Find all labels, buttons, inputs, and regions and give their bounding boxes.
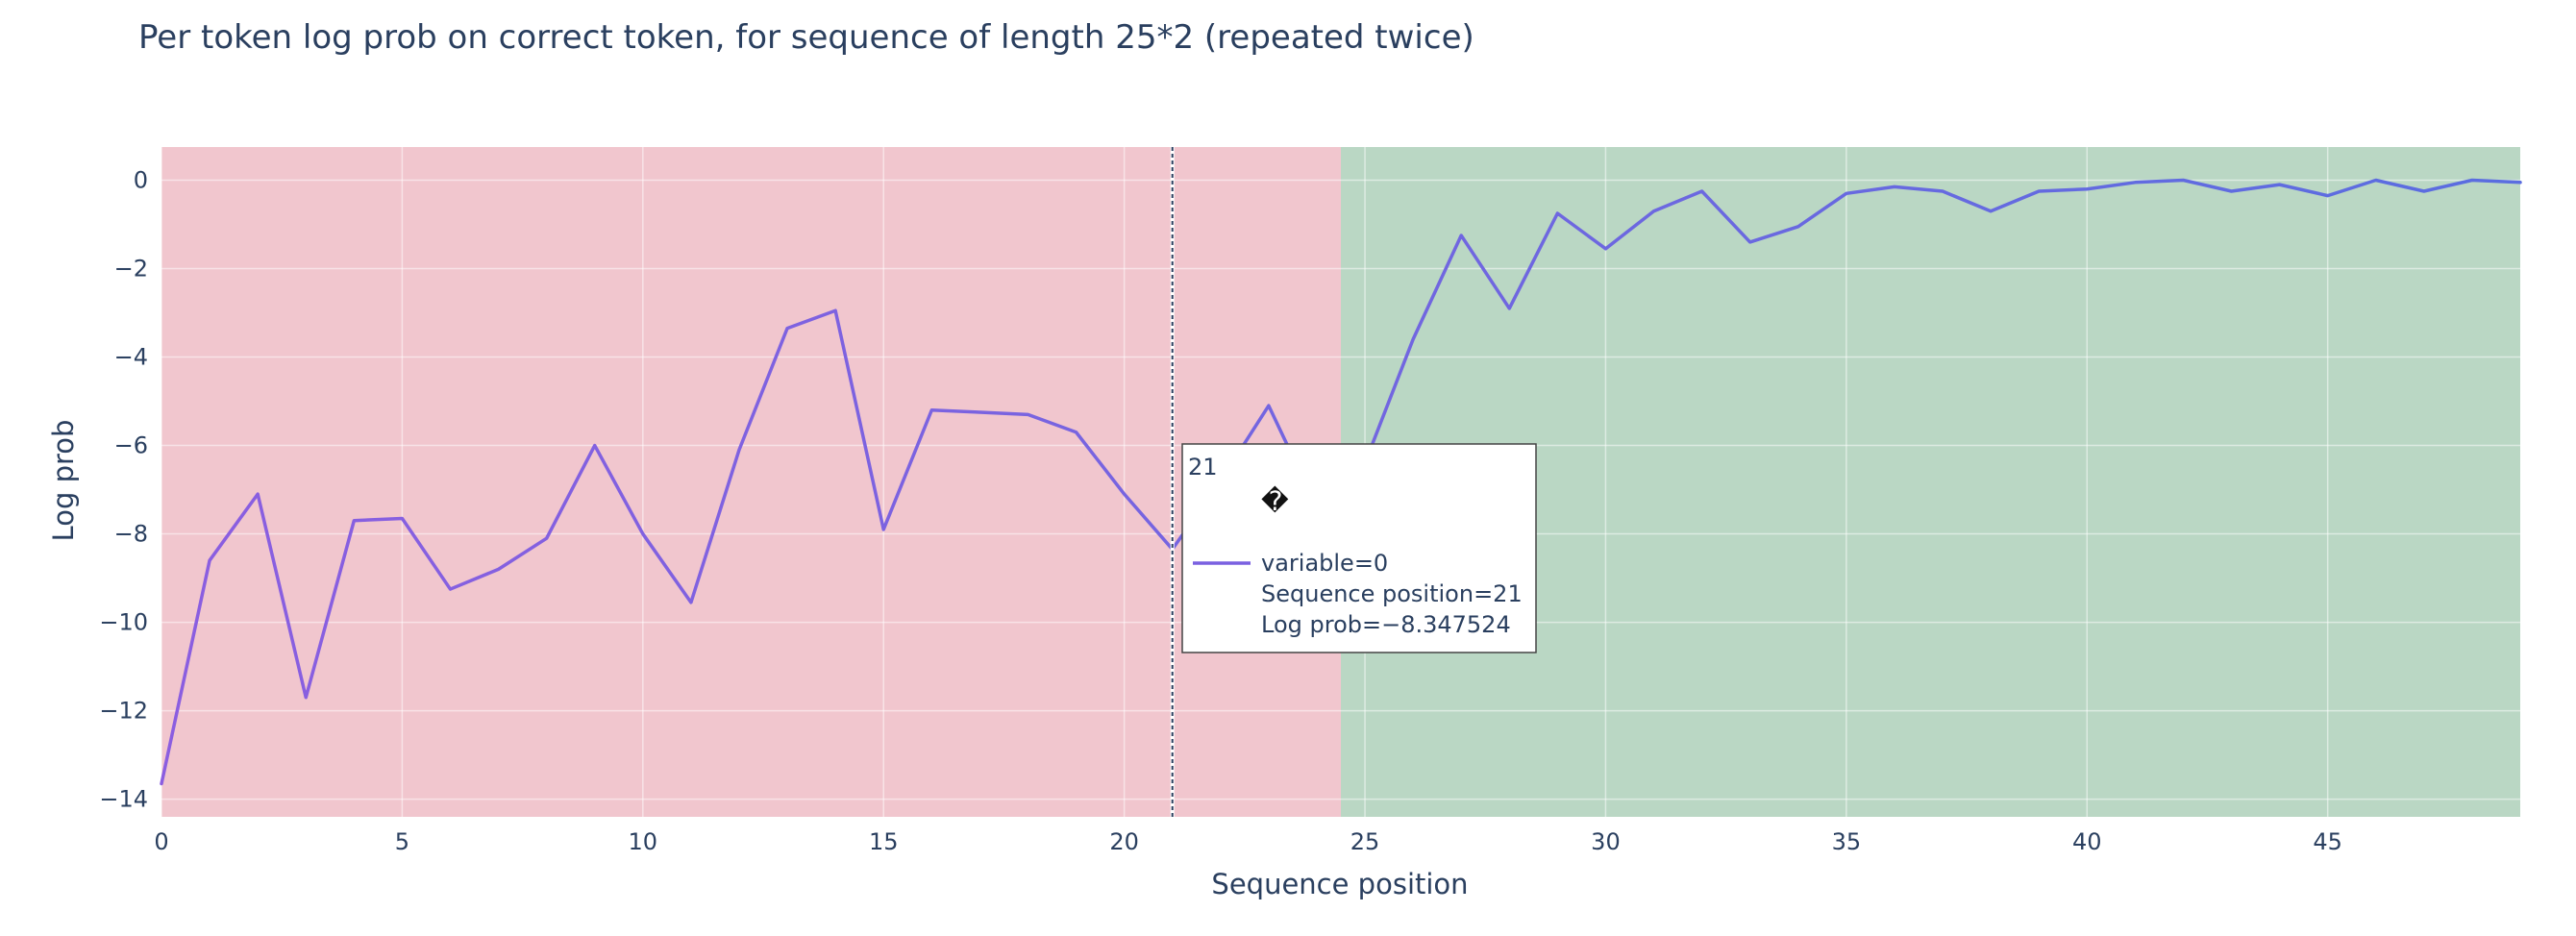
y-tick-label: −10 — [99, 609, 148, 636]
x-tick-label: 45 — [2313, 828, 2342, 855]
hover-token-glyph: � — [1261, 485, 1289, 517]
y-tick-label: −6 — [114, 432, 148, 459]
shaded-region-0 — [161, 147, 1341, 817]
chart-title: Per token log prob on correct token, for… — [138, 18, 1474, 57]
x-tick-label: 15 — [869, 828, 899, 855]
y-tick-label: −8 — [114, 521, 148, 548]
y-tick-label: 0 — [134, 167, 148, 194]
x-tick-label: 0 — [154, 828, 168, 855]
gridlines — [161, 147, 2520, 817]
hover-line-variable: variable=0 — [1261, 550, 1388, 577]
x-tick-label: 40 — [2072, 828, 2102, 855]
hover-header: 21 — [1188, 454, 1218, 480]
y-tick-label: −4 — [114, 344, 148, 371]
x-tick-label: 30 — [1591, 828, 1621, 855]
y-tick-label: −14 — [99, 786, 148, 813]
hover-tooltip: 21 � variable=0 Sequence position=21 Log… — [1181, 443, 1537, 653]
plot-background — [161, 147, 2520, 817]
x-axis-ticks: 0 5 10 15 20 25 30 35 40 45 — [154, 828, 2342, 855]
x-tick-label: 5 — [395, 828, 409, 855]
y-tick-label: −12 — [99, 698, 148, 725]
y-axis-ticks: 0 −2 −4 −6 −8 −10 −12 −14 — [99, 167, 148, 813]
x-axis-title: Sequence position — [1211, 868, 1468, 900]
hover-tooltip-box — [1181, 443, 1537, 653]
y-tick-label: −2 — [114, 256, 148, 283]
x-tick-label: 25 — [1350, 828, 1380, 855]
hover-line-position: Sequence position=21 — [1261, 580, 1523, 607]
x-tick-label: 20 — [1109, 828, 1139, 855]
x-tick-label: 10 — [629, 828, 658, 855]
x-tick-label: 35 — [1832, 828, 1862, 855]
hover-line-logprob: Log prob=−8.347524 — [1261, 611, 1511, 638]
y-axis-title: Log prob — [47, 420, 80, 542]
shaded-region-1 — [1341, 147, 2520, 817]
